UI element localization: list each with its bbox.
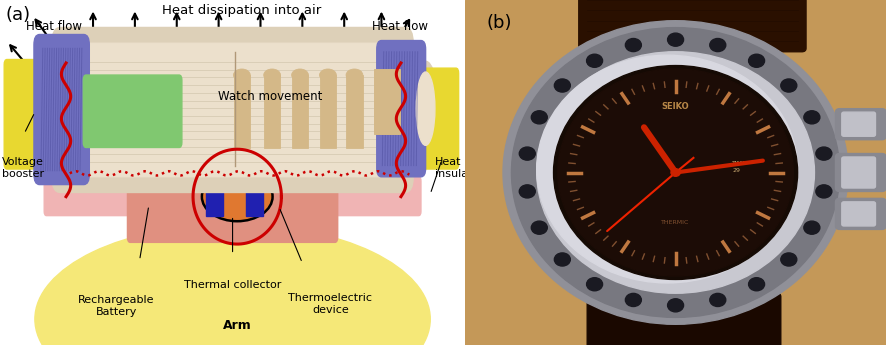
Bar (245, 178, 263, 216)
FancyBboxPatch shape (842, 157, 875, 188)
Ellipse shape (587, 54, 602, 67)
Text: Thermoelectric
device: Thermoelectric device (288, 293, 372, 315)
FancyBboxPatch shape (4, 59, 44, 169)
Text: Watch movement: Watch movement (218, 90, 322, 103)
FancyBboxPatch shape (579, 0, 806, 52)
Ellipse shape (416, 72, 435, 145)
Ellipse shape (749, 278, 765, 291)
FancyBboxPatch shape (34, 34, 89, 185)
FancyBboxPatch shape (44, 177, 421, 216)
Text: (b): (b) (486, 14, 512, 32)
FancyBboxPatch shape (842, 202, 875, 226)
FancyBboxPatch shape (421, 68, 459, 169)
Ellipse shape (503, 21, 848, 324)
Text: Arm: Arm (223, 319, 252, 332)
Text: Heat
insulation: Heat insulation (435, 157, 489, 179)
Bar (346, 75, 363, 148)
FancyBboxPatch shape (835, 154, 886, 191)
Ellipse shape (291, 69, 308, 81)
FancyBboxPatch shape (66, 43, 400, 177)
Bar (10, 129, 35, 151)
Ellipse shape (781, 79, 797, 92)
Ellipse shape (555, 79, 571, 92)
Ellipse shape (537, 55, 797, 283)
Ellipse shape (804, 221, 820, 234)
Ellipse shape (202, 173, 272, 220)
Bar (264, 75, 281, 148)
Ellipse shape (35, 224, 431, 345)
Ellipse shape (554, 66, 797, 279)
Ellipse shape (532, 221, 548, 234)
Ellipse shape (626, 293, 641, 306)
Ellipse shape (816, 185, 832, 198)
Ellipse shape (667, 33, 684, 46)
FancyBboxPatch shape (587, 293, 781, 345)
Ellipse shape (671, 169, 680, 176)
Ellipse shape (264, 69, 281, 81)
Text: Heat flow: Heat flow (26, 20, 82, 33)
Ellipse shape (511, 28, 840, 317)
Ellipse shape (710, 293, 726, 306)
Bar (320, 75, 337, 148)
Text: Heat dissipation into air: Heat dissipation into air (162, 4, 322, 17)
FancyBboxPatch shape (842, 112, 875, 136)
FancyBboxPatch shape (52, 28, 413, 193)
Ellipse shape (710, 39, 726, 52)
Bar (234, 75, 250, 148)
FancyBboxPatch shape (835, 198, 886, 229)
Text: Thermal collector: Thermal collector (184, 280, 281, 290)
Ellipse shape (749, 54, 765, 67)
Text: Voltage
booster: Voltage booster (3, 157, 44, 179)
Ellipse shape (413, 61, 439, 156)
Ellipse shape (532, 111, 548, 124)
Text: (a): (a) (5, 6, 31, 24)
Text: Heat flow: Heat flow (372, 20, 428, 33)
Bar (206, 178, 223, 216)
Ellipse shape (781, 253, 797, 266)
Ellipse shape (320, 69, 337, 81)
FancyBboxPatch shape (377, 41, 425, 177)
Bar (291, 75, 308, 148)
FancyBboxPatch shape (83, 75, 182, 148)
Ellipse shape (555, 253, 571, 266)
Text: 29: 29 (733, 168, 741, 173)
FancyBboxPatch shape (835, 109, 886, 140)
Ellipse shape (537, 52, 814, 293)
Ellipse shape (519, 185, 535, 198)
Ellipse shape (587, 278, 602, 291)
FancyBboxPatch shape (128, 185, 338, 242)
Ellipse shape (519, 147, 535, 160)
Ellipse shape (804, 111, 820, 124)
Ellipse shape (346, 69, 363, 81)
Ellipse shape (558, 69, 794, 276)
Text: TIME: TIME (733, 161, 748, 166)
Ellipse shape (667, 299, 684, 312)
Text: THERMIC: THERMIC (661, 220, 690, 225)
Bar (375, 69, 400, 134)
Text: SEIKO: SEIKO (662, 102, 689, 111)
Ellipse shape (816, 147, 832, 160)
Text: Rechargeable
Battery: Rechargeable Battery (78, 295, 154, 317)
Ellipse shape (234, 69, 250, 81)
Ellipse shape (626, 39, 641, 52)
